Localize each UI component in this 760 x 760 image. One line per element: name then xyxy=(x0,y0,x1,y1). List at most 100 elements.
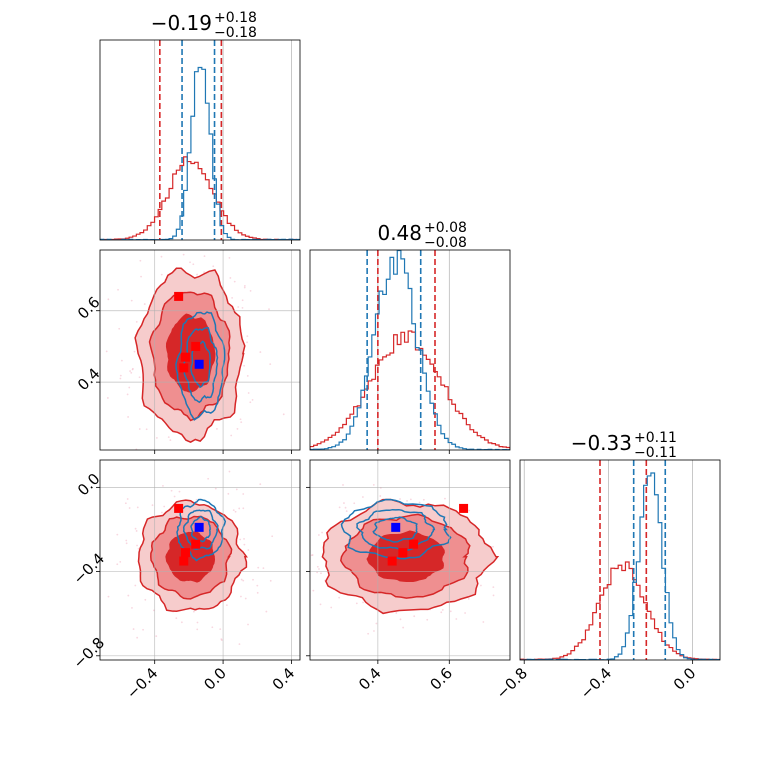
sample-point xyxy=(242,493,245,495)
sample-point xyxy=(216,428,218,430)
sample-point xyxy=(319,603,322,606)
red-contour-2 xyxy=(165,531,216,583)
marker-square xyxy=(194,359,204,369)
sample-point xyxy=(160,273,163,276)
y-tick-label: −0.4 xyxy=(70,550,108,588)
histogram-panel-2: −0.8 −0.4 0.0 −0.33 +0.11−0.11 xyxy=(493,430,721,703)
histogram-panel-1: 0.48 +0.08−0.08 xyxy=(309,220,511,454)
sample-point xyxy=(145,428,148,431)
sample-point xyxy=(227,492,230,495)
sample-point xyxy=(117,288,119,291)
axes-frame xyxy=(309,249,511,451)
sample-point xyxy=(238,507,241,510)
sample-point xyxy=(61,479,63,481)
sample-point xyxy=(482,621,485,623)
sample-point xyxy=(171,455,173,457)
sample-point xyxy=(127,416,129,418)
marker-square xyxy=(174,503,184,513)
density-area xyxy=(275,460,510,660)
x-tick-label: −0.8 xyxy=(493,664,531,702)
sample-point xyxy=(243,537,245,540)
x-tick-label: 0.0 xyxy=(670,664,700,694)
sample-point xyxy=(249,401,252,404)
sample-point xyxy=(342,484,344,486)
sample-point xyxy=(192,263,195,266)
sample-point xyxy=(126,498,129,500)
sample-point xyxy=(269,579,272,582)
sample-point xyxy=(180,621,183,624)
scatter-panel-1-0: 0.4 0.6 xyxy=(74,217,301,479)
blue-contour-0 xyxy=(176,498,227,562)
sample-point xyxy=(119,374,122,377)
sample-point xyxy=(203,271,206,274)
marker-square xyxy=(409,539,419,549)
sample-point xyxy=(165,477,167,479)
sample-point xyxy=(162,477,164,479)
sample-point xyxy=(311,554,314,556)
sample-point xyxy=(284,575,286,577)
sample-point xyxy=(268,308,270,311)
marker-square xyxy=(387,556,397,566)
sample-point xyxy=(234,510,237,513)
sample-point xyxy=(90,544,92,546)
sample-point xyxy=(186,217,188,219)
histogram-blue xyxy=(100,66,300,240)
axes-frame xyxy=(99,459,301,661)
sample-point xyxy=(192,610,195,613)
sample-point xyxy=(373,630,375,632)
sample-point xyxy=(228,256,231,259)
sample-point xyxy=(275,562,277,564)
sample-point xyxy=(138,477,140,479)
sample-point xyxy=(140,275,142,278)
sample-point xyxy=(480,584,482,587)
sample-point xyxy=(138,376,141,379)
sample-point xyxy=(262,567,265,570)
sample-point xyxy=(230,434,233,437)
sample-point xyxy=(238,643,241,646)
sample-point xyxy=(155,437,158,439)
sample-point xyxy=(344,506,347,509)
sample-point xyxy=(409,498,412,501)
y-tick-label: 0.6 xyxy=(74,293,104,323)
marker-square xyxy=(180,352,190,362)
sample-point xyxy=(284,554,286,556)
histogram-red xyxy=(100,156,300,240)
histogram-area xyxy=(100,40,300,240)
sample-point xyxy=(211,626,214,629)
sample-point xyxy=(338,596,341,599)
sample-point xyxy=(282,413,285,416)
sample-point xyxy=(219,628,222,631)
sample-point xyxy=(133,350,136,353)
sample-point xyxy=(418,501,421,504)
histogram-red xyxy=(520,561,720,660)
sample-point xyxy=(312,589,315,592)
sample-point xyxy=(239,538,242,541)
panel-title-minus: −0.11 xyxy=(634,445,677,461)
density-area xyxy=(61,455,300,660)
sample-point xyxy=(134,584,137,587)
sample-point xyxy=(362,601,364,604)
sample-point xyxy=(105,350,108,353)
sample-point xyxy=(182,253,185,256)
sample-point xyxy=(151,504,154,507)
sample-point xyxy=(142,628,144,631)
sample-point xyxy=(160,255,163,258)
sample-point xyxy=(119,377,122,380)
sample-point xyxy=(468,509,471,512)
sample-point xyxy=(244,597,247,600)
sample-point xyxy=(169,439,172,441)
blue-contour-2 xyxy=(372,516,418,543)
x-tick-label: 0.6 xyxy=(427,664,457,694)
sample-point xyxy=(247,392,250,394)
sample-point xyxy=(413,615,416,618)
sample-point xyxy=(214,487,217,490)
sample-point xyxy=(240,595,242,598)
sample-point xyxy=(136,636,139,639)
sample-point xyxy=(231,296,234,299)
histogram-blue xyxy=(310,250,510,450)
marker-square xyxy=(191,539,201,549)
sample-point xyxy=(120,359,123,362)
x-tick-label: −0.4 xyxy=(123,664,161,702)
scatter-panel-2-0: −0.4 0.0 0.4 −0.8 −0.4 0.0 xyxy=(61,455,301,703)
